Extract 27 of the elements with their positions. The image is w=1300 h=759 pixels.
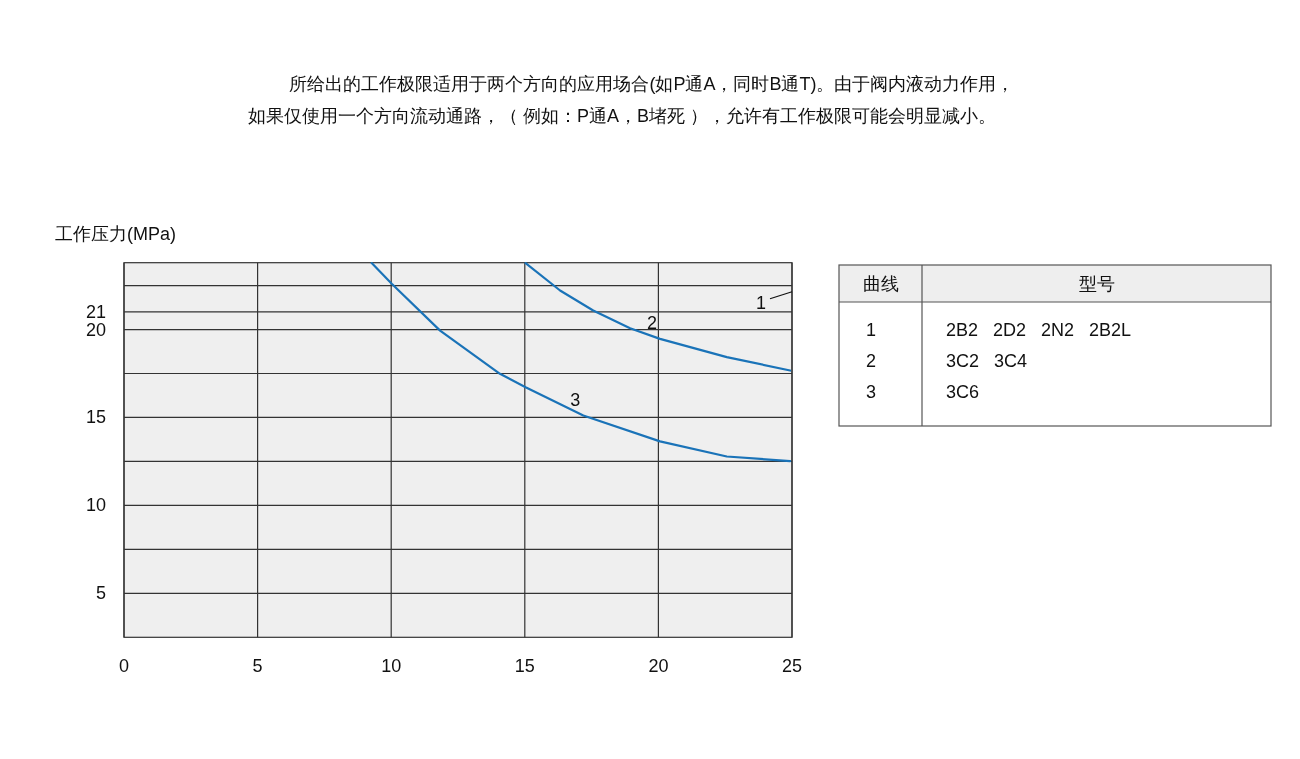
chart-subtitle: 如果仅使用一个方向流动通路，（ 例如：P通A，B堵死 ），允许有工作极限可能会明显减小。 bbox=[247, 106, 997, 126]
chart-title: 所给出的工作极限适用于两个方向的应用场合(如P通A，同时B通T)。由于阀内液动力作用， bbox=[289, 74, 1015, 94]
line-series bbox=[370, 261, 792, 463]
x-tick-label: 10 bbox=[381, 656, 402, 677]
series-label: 2 bbox=[647, 312, 658, 333]
text: 1 bbox=[865, 320, 877, 340]
x-tick-label: 25 bbox=[781, 656, 803, 677]
x-tick-label: 5 bbox=[252, 656, 263, 677]
annotation: 1 bbox=[755, 292, 766, 313]
text: 3 bbox=[865, 382, 877, 402]
category-label: 型号 bbox=[1078, 274, 1115, 294]
text: 3C2 3C4 bbox=[946, 351, 1028, 371]
text: 2 bbox=[865, 351, 877, 371]
category-label: 曲线 bbox=[862, 274, 899, 294]
y-axis-title: 工作压力(MPa) bbox=[55, 224, 176, 244]
y-tick-label: 5 bbox=[95, 583, 106, 604]
y-tick-label: 21 bbox=[85, 301, 106, 322]
x-tick-label: 20 bbox=[648, 656, 669, 677]
y-tick-label: 20 bbox=[85, 319, 106, 340]
x-tick-label: 15 bbox=[514, 656, 535, 677]
y-tick-label: 10 bbox=[85, 495, 106, 516]
text: 2B2 2D2 2N2 2B2L bbox=[946, 320, 1132, 340]
text: 3C6 bbox=[946, 382, 980, 402]
x-tick-label: 0 bbox=[118, 656, 130, 677]
y-tick-label: 15 bbox=[85, 407, 106, 428]
series-label: 3 bbox=[570, 389, 581, 410]
line-series bbox=[524, 262, 792, 372]
